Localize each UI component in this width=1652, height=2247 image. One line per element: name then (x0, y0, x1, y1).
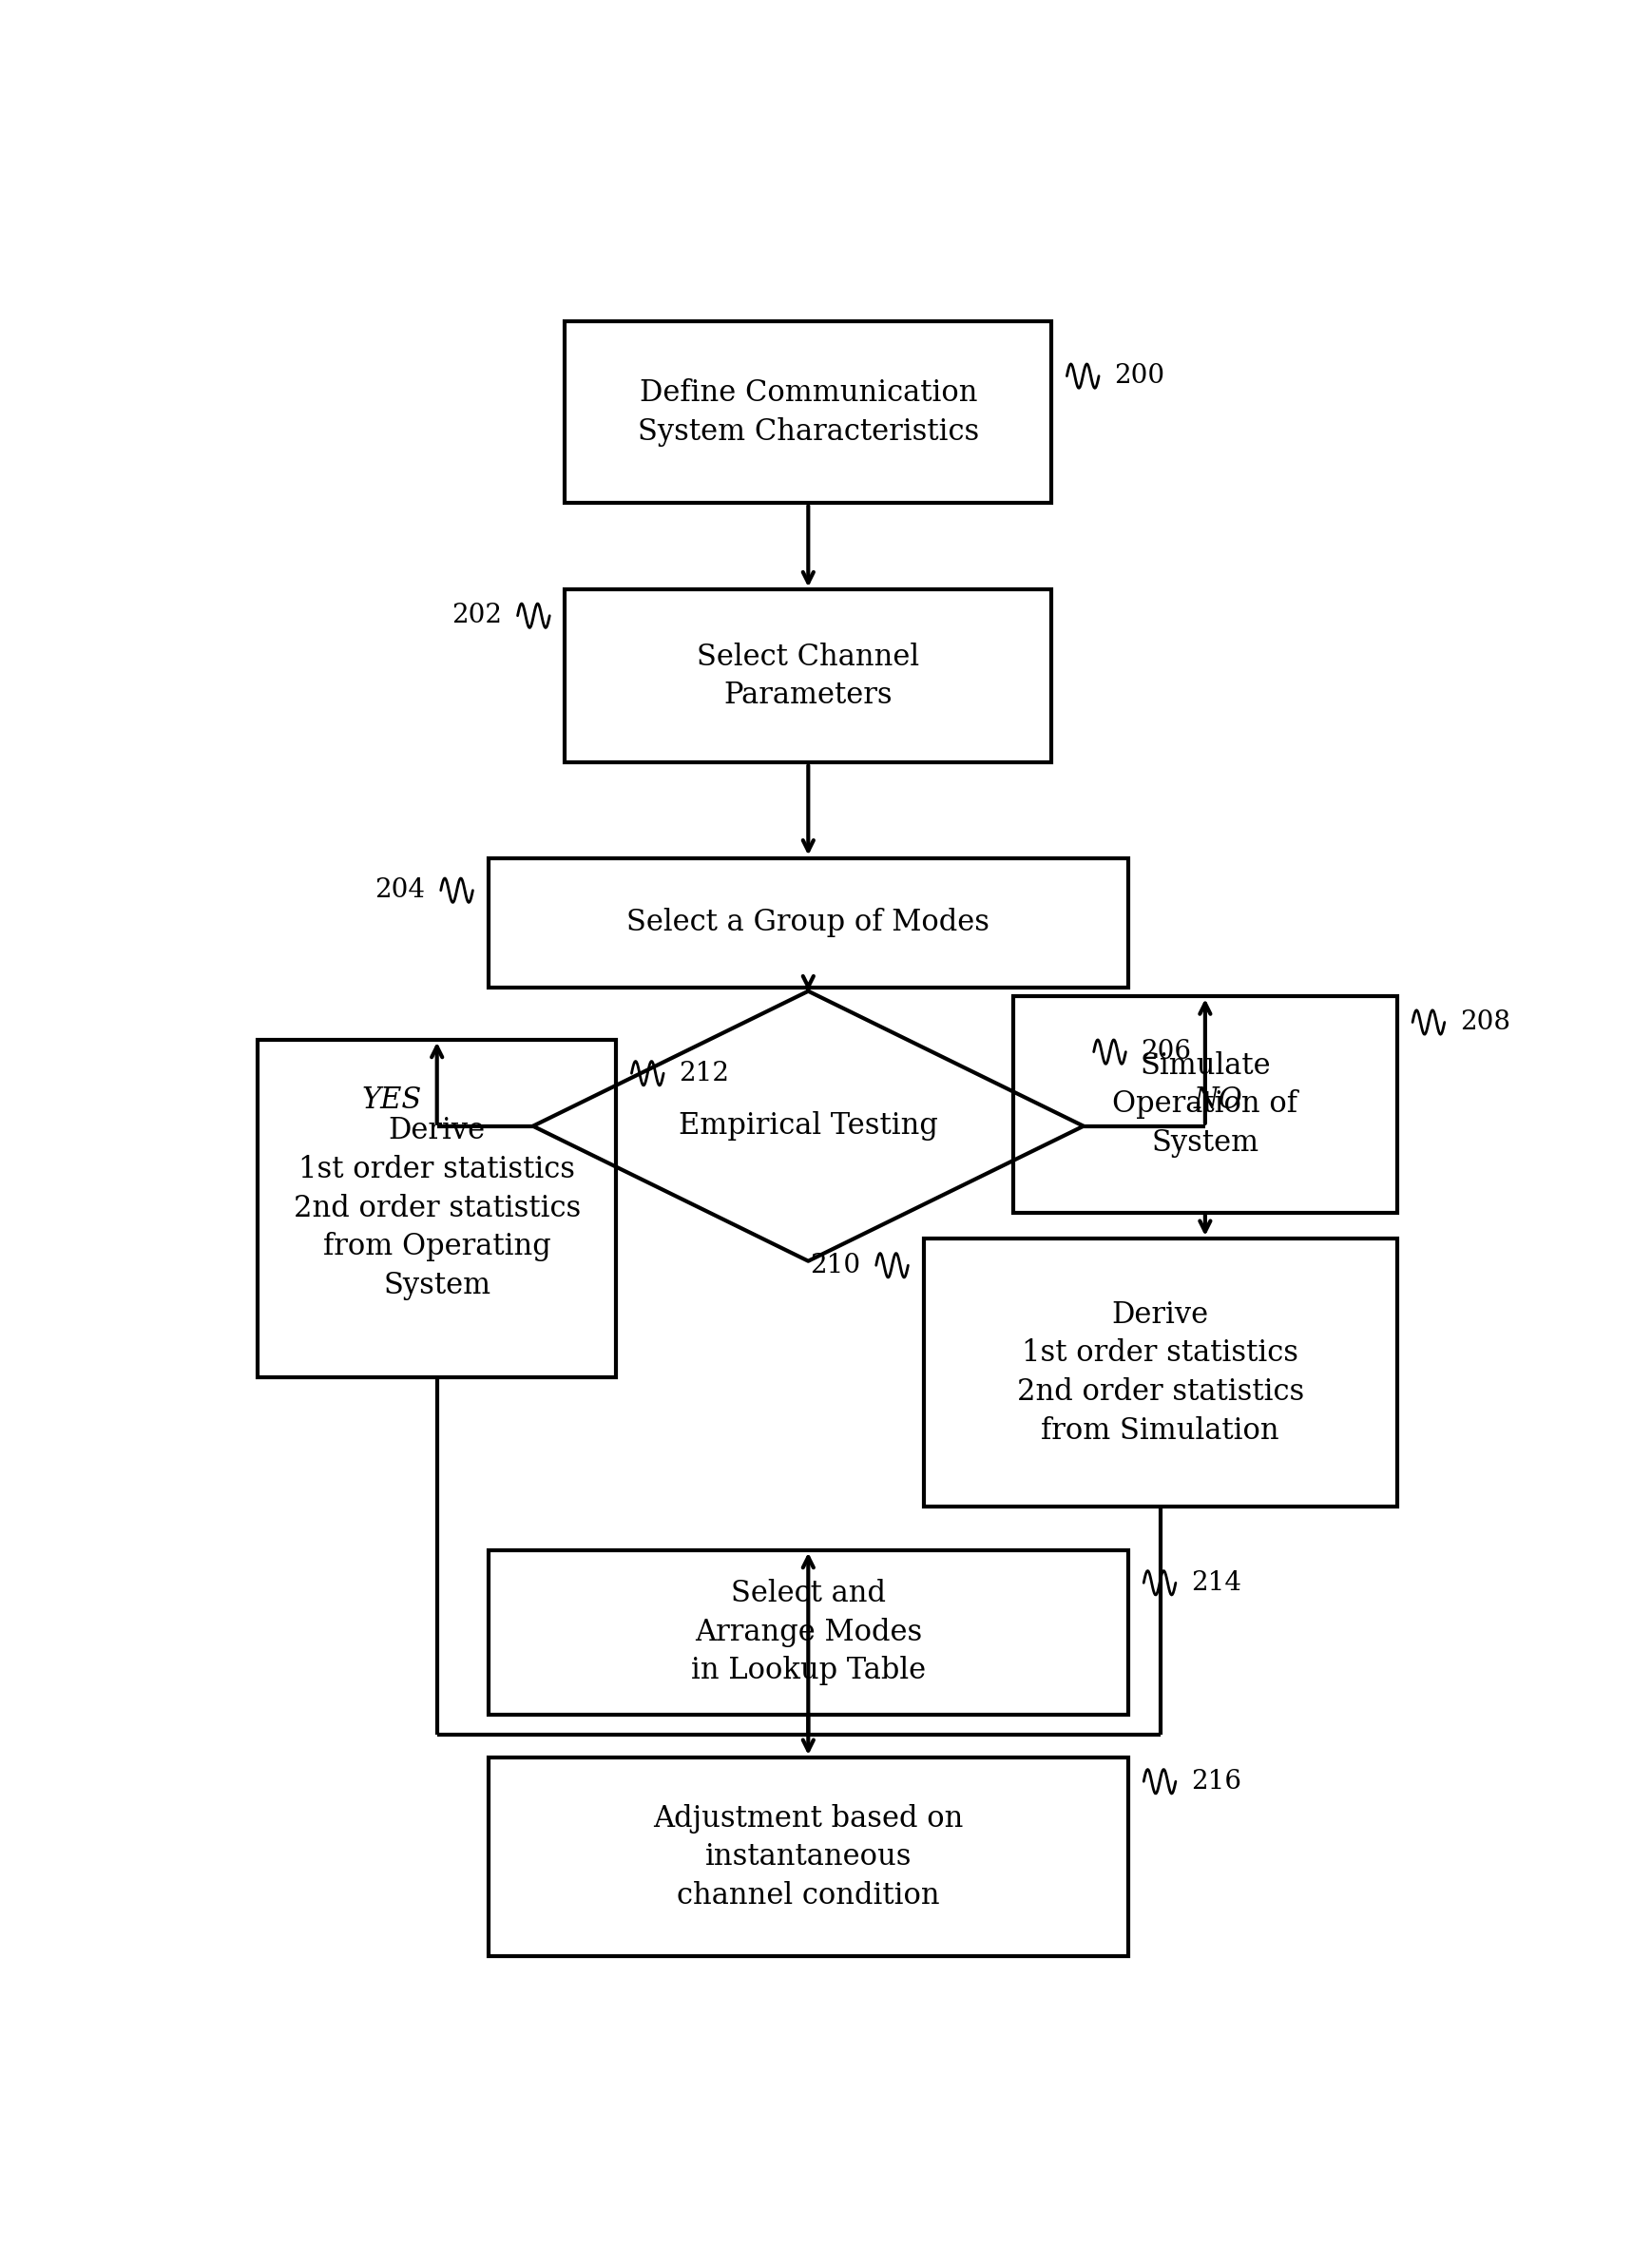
Text: 206: 206 (1142, 1038, 1191, 1065)
Text: 216: 216 (1191, 1768, 1241, 1795)
Text: Define Communication
System Characteristics: Define Communication System Characterist… (638, 377, 980, 447)
Text: 210: 210 (809, 1252, 861, 1279)
Bar (489, 858, 1128, 989)
Bar (923, 1238, 1398, 1508)
Text: YES: YES (362, 1085, 423, 1115)
Text: Empirical Testing: Empirical Testing (679, 1112, 938, 1141)
Bar (1013, 995, 1398, 1213)
Text: 208: 208 (1460, 1009, 1510, 1036)
Bar (565, 589, 1052, 762)
Text: Select a Group of Modes: Select a Group of Modes (626, 908, 990, 937)
Text: 212: 212 (679, 1061, 729, 1085)
Text: Derive
1st order statistics
2nd order statistics
from Operating
System: Derive 1st order statistics 2nd order st… (294, 1117, 580, 1301)
Text: 202: 202 (453, 602, 502, 629)
Text: 200: 200 (1113, 364, 1165, 389)
Polygon shape (534, 991, 1084, 1261)
Bar (258, 1040, 616, 1377)
Bar (565, 321, 1052, 503)
Bar (489, 1550, 1128, 1714)
Text: Simulate
Operation of
System: Simulate Operation of System (1112, 1052, 1298, 1157)
Text: Adjustment based on
instantaneous
channel condition: Adjustment based on instantaneous channe… (653, 1804, 963, 1910)
Text: Select Channel
Parameters: Select Channel Parameters (697, 643, 920, 710)
Text: 204: 204 (375, 879, 426, 903)
Text: 214: 214 (1191, 1571, 1241, 1595)
Text: Select and
Arrange Modes
in Lookup Table: Select and Arrange Modes in Lookup Table (691, 1580, 925, 1685)
Text: Derive
1st order statistics
2nd order statistics
from Simulation: Derive 1st order statistics 2nd order st… (1016, 1301, 1303, 1445)
Bar (489, 1757, 1128, 1957)
Text: NO: NO (1193, 1085, 1242, 1115)
